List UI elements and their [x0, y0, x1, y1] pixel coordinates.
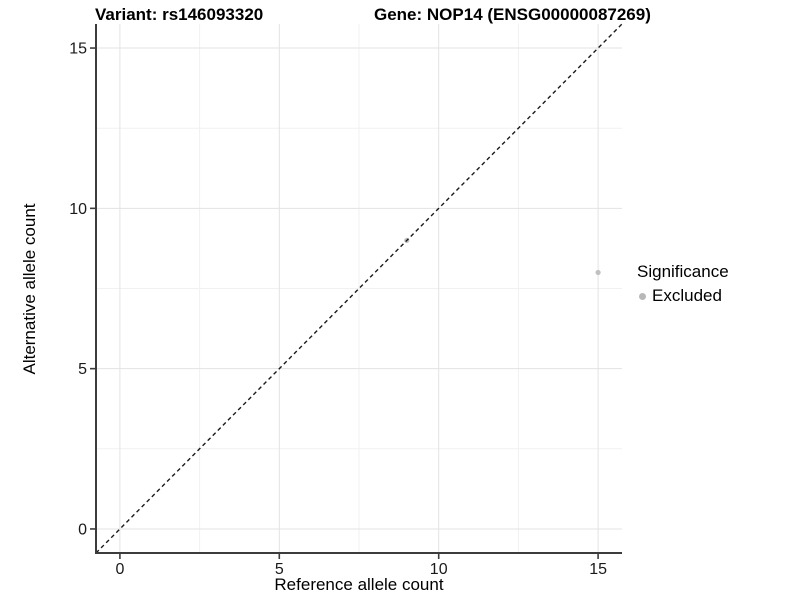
y-tick-label: 15 [69, 41, 87, 58]
x-tick-label: 15 [589, 561, 607, 578]
variant-title: Variant: rs146093320 [95, 5, 264, 24]
identity-line [95, 23, 623, 554]
excluded-point-icon [639, 292, 646, 300]
legend-item-label: Excluded [652, 286, 722, 305]
legend-title: Significance [637, 262, 729, 281]
legend: Significance Excluded [637, 262, 729, 306]
y-axis-title: Alternative allele count [20, 203, 39, 375]
x-axis-title: Reference allele count [274, 575, 444, 594]
y-tick-label: 5 [78, 361, 87, 378]
y-tick-label: 0 [78, 521, 87, 538]
gene-title: Gene: NOP14 (ENSG00000087269) [374, 5, 651, 24]
x-tick-label: 5 [275, 561, 284, 578]
y-tick-label: 10 [69, 201, 87, 218]
data-point [595, 269, 601, 276]
x-tick-label: 10 [430, 561, 448, 578]
x-tick-label: 0 [115, 561, 124, 578]
legend-item-excluded: Excluded [637, 286, 729, 306]
